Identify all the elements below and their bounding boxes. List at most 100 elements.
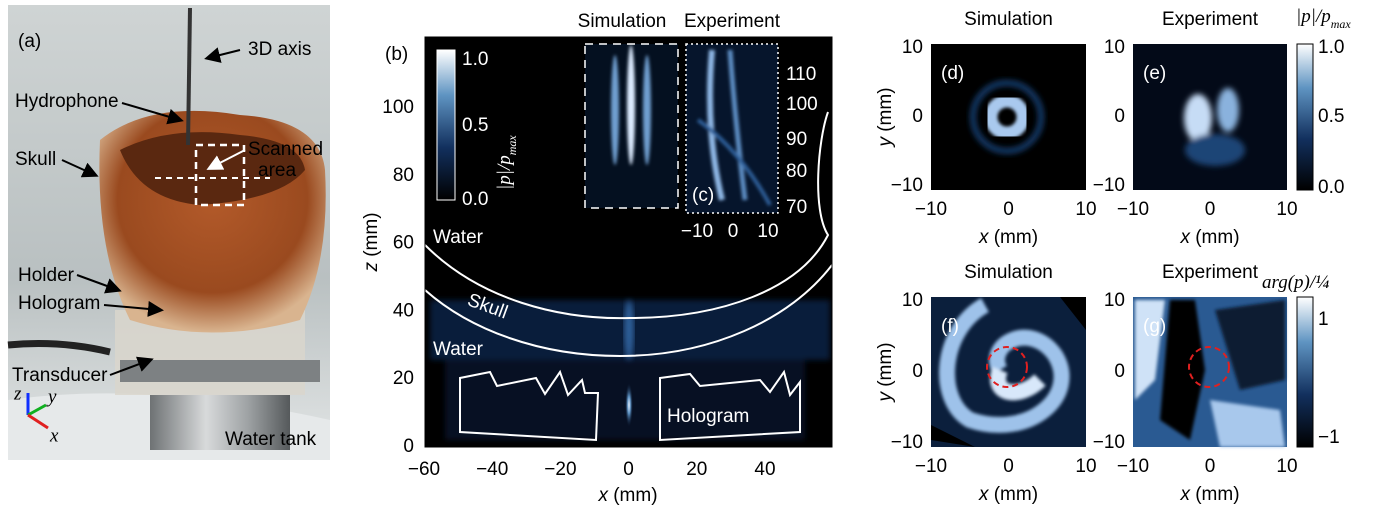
x-tick-label: 10 xyxy=(1075,199,1096,220)
y-tick-label: 40 xyxy=(393,300,414,321)
y-tick-label: −10 xyxy=(891,175,923,196)
y-tick-label: 10 xyxy=(902,290,923,311)
x-tick-label: −40 xyxy=(476,459,508,480)
y-tick-label: 80 xyxy=(393,165,414,186)
x-tick-label: 20 xyxy=(686,459,707,480)
y-tick-label: 10 xyxy=(1104,37,1125,58)
heatmap-b-part-part xyxy=(611,55,619,165)
y-axis-label: z (mm) xyxy=(361,212,382,272)
inset-y-tick: 70 xyxy=(786,197,807,218)
annotation: 3D axis xyxy=(248,39,311,60)
y-tick-label: 0 xyxy=(912,106,923,127)
colorbar-tick: 1.0 xyxy=(462,49,488,70)
x-tick-label: 0 xyxy=(623,459,634,480)
label-main: arg(p)/¼ xyxy=(1262,272,1329,293)
heatmap-b-part-part xyxy=(624,300,634,360)
x-axis-label: x (mm) xyxy=(1179,484,1239,505)
heatmap-b-part-part xyxy=(625,383,633,427)
y-tick-label: 0 xyxy=(912,361,923,382)
colorbar-label: |p|/pmax xyxy=(1296,6,1351,30)
x-tick-label: −10 xyxy=(915,456,947,477)
x-tick-label: −10 xyxy=(1117,456,1149,477)
panel-label: (f) xyxy=(941,316,959,337)
y-tick-label: 10 xyxy=(1104,290,1125,311)
annotation: Transducer xyxy=(12,365,108,386)
y-tick-label: 60 xyxy=(393,233,414,254)
label-main: |p|/p xyxy=(1296,6,1331,27)
axis-unit: (mm) xyxy=(875,87,896,137)
inset-y-tick: 80 xyxy=(786,161,807,182)
colorbar-tick: −1 xyxy=(1318,427,1340,448)
panel-label: (b) xyxy=(385,44,408,65)
label-sub: max xyxy=(1331,17,1352,31)
colorbar-tick: 0.0 xyxy=(462,189,488,210)
y-tick-label: −10 xyxy=(891,432,923,453)
annotation: Scanned xyxy=(248,139,323,160)
axis-unit: (mm) xyxy=(875,342,896,392)
x-tick-label: 0 xyxy=(1205,456,1216,477)
x-axis-label: x (mm) xyxy=(978,227,1038,248)
y-tick-label: −10 xyxy=(1093,175,1125,196)
region-label: Hologram xyxy=(667,406,749,427)
label-main: |p|/p xyxy=(494,155,515,190)
colorbar-tick: 0.5 xyxy=(1318,106,1344,127)
x-axis-label: x (mm) xyxy=(597,485,657,506)
x-tick-label: 40 xyxy=(754,459,775,480)
maps-part xyxy=(1297,297,1313,447)
axis-triad-label: y xyxy=(46,386,57,407)
y-tick-label: −10 xyxy=(1093,432,1125,453)
panel-title: Simulation xyxy=(578,11,667,32)
inset-x-tick: 0 xyxy=(728,221,739,242)
panel-title: Experiment xyxy=(1162,262,1259,283)
y-axis-label: y (mm) xyxy=(875,342,896,403)
y-tick-label: 100 xyxy=(382,97,414,118)
panel-title: Simulation xyxy=(964,9,1053,30)
region-label: Water xyxy=(433,339,484,360)
x-tick-label: 0 xyxy=(1205,199,1216,220)
axis-unit: (mm) xyxy=(988,484,1038,505)
heatmap-b-part-part xyxy=(627,45,635,165)
annotation: Hydrophone xyxy=(15,91,119,112)
colorbar-tick: 0.0 xyxy=(1318,177,1344,198)
x-tick-label: −20 xyxy=(544,459,576,480)
y-tick-label: 0 xyxy=(403,436,414,457)
axis-unit: (mm) xyxy=(361,212,382,262)
maps-part-part xyxy=(1185,134,1245,166)
photo-part xyxy=(188,8,190,145)
annotation: area xyxy=(258,160,296,181)
region-label: Water xyxy=(433,227,484,248)
heatmap-b-part-part xyxy=(643,55,651,165)
axis-unit: (mm) xyxy=(608,485,658,506)
x-tick-label: 0 xyxy=(1003,199,1014,220)
x-tick-label: 10 xyxy=(1276,199,1297,220)
inset-x-tick: 10 xyxy=(757,221,778,242)
x-tick-label: 0 xyxy=(1003,456,1014,477)
y-axis-label: y (mm) xyxy=(875,87,896,148)
label-sub: max xyxy=(505,135,519,156)
x-tick-label: −10 xyxy=(915,199,947,220)
x-tick-label: −10 xyxy=(1117,199,1149,220)
colorbar-label: arg(p)/¼ xyxy=(1262,272,1329,293)
inset-y-tick: 100 xyxy=(786,94,818,115)
panel-label: (a) xyxy=(18,31,41,52)
y-tick-label: 0 xyxy=(1114,361,1125,382)
colorbar-tick: 1.0 xyxy=(1318,37,1344,58)
panel-title: Simulation xyxy=(964,262,1053,283)
x-tick-label: −60 xyxy=(408,459,440,480)
annotation: Water tank xyxy=(225,429,317,450)
axis-unit: (mm) xyxy=(1190,484,1240,505)
inset-y-tick: 110 xyxy=(786,64,816,85)
y-tick-label: 20 xyxy=(393,368,414,389)
axis-triad-label: z xyxy=(13,383,22,404)
inset-y-tick: 90 xyxy=(786,129,807,150)
y-tick-label: 0 xyxy=(1114,106,1125,127)
colorbar-tick: 1 xyxy=(1318,309,1329,330)
x-tick-label: 10 xyxy=(1075,456,1096,477)
heatmap-b-part xyxy=(437,50,455,200)
heatmap-b-part-part-part xyxy=(445,360,805,440)
maps-part-part xyxy=(1217,88,1239,132)
annotation: Skull xyxy=(15,149,56,170)
photo-part xyxy=(120,360,320,382)
panel-label: (e) xyxy=(1143,63,1166,84)
panel-label: (g) xyxy=(1143,316,1166,337)
